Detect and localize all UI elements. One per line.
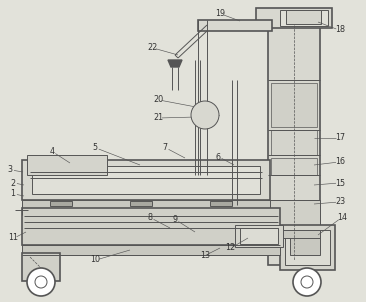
Text: 19: 19 bbox=[215, 9, 225, 18]
Bar bbox=[22, 160, 270, 200]
Text: 13: 13 bbox=[200, 250, 210, 259]
Text: 22: 22 bbox=[147, 43, 157, 53]
Bar bbox=[198, 20, 272, 31]
Bar bbox=[27, 155, 107, 175]
Bar bbox=[268, 230, 320, 238]
Text: 20: 20 bbox=[153, 95, 163, 104]
Bar bbox=[256, 8, 332, 28]
Bar bbox=[22, 208, 280, 245]
Bar bbox=[210, 201, 232, 206]
Circle shape bbox=[27, 268, 55, 296]
Bar bbox=[271, 130, 317, 155]
Text: 4: 4 bbox=[49, 147, 55, 156]
Text: 12: 12 bbox=[225, 243, 235, 252]
Text: 9: 9 bbox=[172, 216, 178, 224]
Bar bbox=[280, 225, 335, 270]
Text: 5: 5 bbox=[93, 143, 98, 153]
Text: 11: 11 bbox=[8, 233, 18, 243]
Text: 18: 18 bbox=[335, 25, 345, 34]
Text: 15: 15 bbox=[335, 178, 345, 188]
Circle shape bbox=[301, 276, 313, 288]
Bar bbox=[271, 158, 317, 175]
Bar bbox=[286, 10, 321, 24]
Bar bbox=[130, 201, 152, 206]
Bar bbox=[280, 10, 328, 26]
Text: 10: 10 bbox=[90, 255, 100, 265]
Circle shape bbox=[35, 276, 47, 288]
Text: 7: 7 bbox=[163, 143, 168, 153]
Bar bbox=[268, 200, 320, 230]
Bar bbox=[235, 225, 283, 247]
Text: 21: 21 bbox=[153, 114, 163, 123]
Text: 17: 17 bbox=[335, 133, 345, 143]
Text: 23: 23 bbox=[335, 198, 345, 207]
Circle shape bbox=[293, 268, 321, 296]
Text: 16: 16 bbox=[335, 158, 345, 166]
Text: 3: 3 bbox=[7, 165, 12, 175]
Circle shape bbox=[191, 101, 219, 129]
Polygon shape bbox=[168, 60, 182, 67]
Bar bbox=[22, 253, 60, 281]
Bar bbox=[22, 245, 280, 255]
Text: 14: 14 bbox=[337, 214, 347, 223]
Text: 2: 2 bbox=[11, 178, 16, 188]
Bar bbox=[22, 200, 270, 208]
Bar bbox=[50, 201, 72, 206]
Bar bbox=[271, 83, 317, 127]
Text: 1: 1 bbox=[11, 189, 15, 198]
Bar bbox=[268, 20, 320, 265]
Text: 6: 6 bbox=[216, 153, 220, 162]
Bar bbox=[240, 228, 278, 244]
Text: 8: 8 bbox=[147, 214, 153, 223]
Bar bbox=[290, 235, 320, 255]
Bar bbox=[285, 230, 330, 265]
Bar bbox=[32, 166, 260, 194]
